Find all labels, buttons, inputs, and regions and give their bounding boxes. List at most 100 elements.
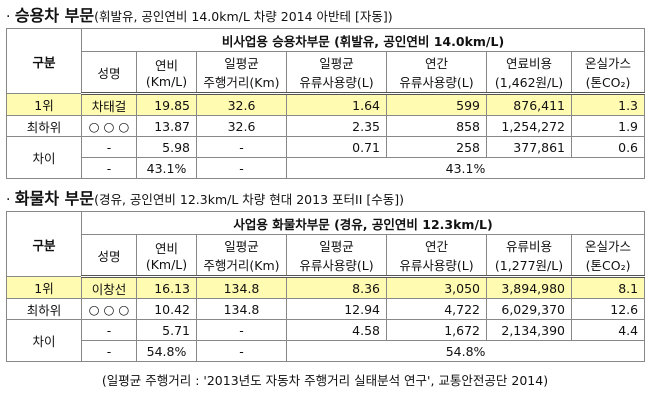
cell: 8.36	[286, 276, 387, 299]
cell: 0.71	[286, 136, 387, 158]
cell: 599	[386, 93, 487, 116]
heading-rest: (경유, 공인연비 12.3km/L 차량 현대 2013 포터II [수동])	[94, 192, 404, 207]
cell: 0.6	[570, 136, 646, 158]
cell: 1,672	[386, 319, 487, 341]
cell: 258	[386, 136, 487, 158]
column-header: 연료비용 (1,462원/L)	[486, 51, 572, 95]
cell: 1.9	[570, 115, 646, 137]
data-row: -54.8% -54.8%	[7, 340, 646, 362]
cell: 2,134,390	[486, 319, 572, 341]
cell: -	[81, 157, 137, 179]
cell: 32.6	[196, 93, 287, 116]
cell: 1위	[6, 276, 82, 299]
cell: 134.8	[196, 298, 287, 320]
column-header: 일평균 주행거리(Km)	[196, 51, 287, 95]
cell: 8.1	[570, 276, 646, 299]
header-line: 유류사용량(L)	[299, 75, 374, 90]
header-line: (1,277원/L)	[494, 258, 564, 273]
cell: 2.35	[286, 115, 387, 137]
cell: -	[81, 319, 137, 341]
cell: 차이	[6, 319, 82, 362]
group-header: 사업용 화물차부문 (경유, 공인연비 12.3km/L)	[80, 211, 646, 235]
cell: 차태걸	[81, 93, 137, 116]
cell: 377,861	[486, 136, 572, 158]
cell: 최하위	[6, 115, 82, 137]
header-line: 일평균	[319, 239, 354, 254]
cell: 12.94	[286, 298, 387, 320]
header-row: 성명 연비 (Km/L) 일평균 주행거리(Km) 일평균 유류사용량(L) 연간 유류사용량(…	[7, 234, 646, 278]
header-line: 연간	[424, 56, 448, 71]
cell: 876,411	[486, 93, 572, 116]
cell: 54.8%	[285, 340, 646, 362]
header-line: 연비	[154, 58, 178, 73]
header-line: (Km/L)	[145, 257, 188, 272]
header-line: 유류사용량(L)	[299, 258, 374, 273]
header-line: 일평균	[319, 56, 354, 71]
sections: · 승용차 부문(휘발유, 공인연비 14.0km/L 차량 2014 아반테 …	[6, 4, 646, 362]
header-line: 주행거리(Km)	[203, 75, 280, 90]
header-line: (톤CO₂)	[585, 258, 631, 273]
corner-header: 구분	[6, 28, 82, 94]
header-line: 유류사용량(L)	[399, 258, 474, 273]
header-line: 연료비용	[505, 56, 552, 71]
header-line: (톤CO₂)	[585, 75, 631, 90]
cell: 5.71	[136, 319, 197, 341]
cell: 134.8	[196, 276, 287, 299]
data-row: 1위 이창선 16.13 134.8 8.36 3,050 3,894,980 8.1	[6, 276, 646, 299]
heading-rest: (휘발유, 공인연비 14.0km/L 차량 2014 아반테 [자동])	[94, 9, 393, 24]
cell: 1,254,272	[486, 115, 572, 137]
heading-bold: 승용차 부문	[14, 6, 95, 25]
cell: 32.6	[196, 115, 287, 137]
cell: 5.98	[136, 136, 197, 158]
column-header: 온실가스 (톤CO₂)	[570, 51, 646, 95]
cell: 54.8%	[136, 340, 197, 362]
header-line: 유류비용	[505, 239, 552, 254]
column-header: 일평균 주행거리(Km)	[196, 234, 287, 278]
header-line: 온실가스	[585, 56, 632, 71]
data-row: 1위 차태걸 19.85 32.6 1.64 599 876,411 1.3	[6, 93, 646, 116]
header-line: 연비	[154, 241, 178, 256]
column-header: 온실가스 (톤CO₂)	[570, 234, 646, 278]
header-row: 성명 연비 (Km/L) 일평균 주행거리(Km) 일평균 유류사용량(L) 연간 유류사용량(…	[7, 51, 646, 95]
section-heading: · 화물차 부문(경유, 공인연비 12.3km/L 차량 현대 2013 포터…	[6, 187, 644, 211]
header-row: 구분 사업용 화물차부문 (경유, 공인연비 12.3km/L)	[6, 211, 646, 277]
cell: -	[81, 340, 137, 362]
cell: 4.4	[570, 319, 646, 341]
cell: 4.58	[286, 319, 387, 341]
heading-bold: 화물차 부문	[14, 189, 95, 208]
footnote: (일평균 주행거리 : '2013년도 자동차 주행거리 실태분석 연구', 교…	[101, 373, 549, 388]
data-row: 최하위 ○ ○ ○ 13.87 32.6 2.35 858 1,254,272 1.9	[6, 115, 646, 137]
data-table: 구분 비사업용 승용차부문 (휘발유, 공인연비 14.0km/L) 성명 연비 (Km…	[6, 28, 646, 179]
cell: 차이	[6, 136, 82, 179]
cell: 16.13	[136, 276, 197, 299]
cell: 4,722	[386, 298, 487, 320]
column-header: 유류비용 (1,277원/L)	[486, 234, 572, 278]
cell: 최하위	[6, 298, 82, 320]
header-line: 유류사용량(L)	[399, 75, 474, 90]
cell: -	[196, 319, 287, 341]
cell: 43.1%	[285, 157, 646, 179]
header-line: (Km/L)	[145, 74, 188, 89]
header-row: 구분 비사업용 승용차부문 (휘발유, 공인연비 14.0km/L)	[6, 28, 646, 94]
cell: 6,029,370	[486, 298, 572, 320]
cell: -	[196, 340, 287, 362]
cell: -	[196, 157, 287, 179]
header-line: 일평균	[224, 239, 259, 254]
corner-header: 구분	[6, 211, 82, 277]
data-table: 구분 사업용 화물차부문 (경유, 공인연비 12.3km/L) 성명 연비 (Km/L…	[6, 211, 646, 362]
column-header: 성명	[81, 234, 137, 278]
cell: 10.42	[136, 298, 197, 320]
cell: ○ ○ ○	[81, 298, 137, 320]
header-line: 온실가스	[585, 239, 632, 254]
column-header: 연비 (Km/L)	[136, 234, 197, 278]
cell: -	[81, 136, 137, 158]
column-header: 성명	[81, 51, 137, 95]
cell: 1.3	[570, 93, 646, 116]
column-header: 연간 유류사용량(L)	[386, 234, 487, 278]
cell: 13.87	[136, 115, 197, 137]
section-heading: · 승용차 부문(휘발유, 공인연비 14.0km/L 차량 2014 아반테 …	[6, 4, 644, 28]
data-row: 차이 -5.71-4.58 1,672 2,134,390 4.4	[6, 319, 646, 362]
